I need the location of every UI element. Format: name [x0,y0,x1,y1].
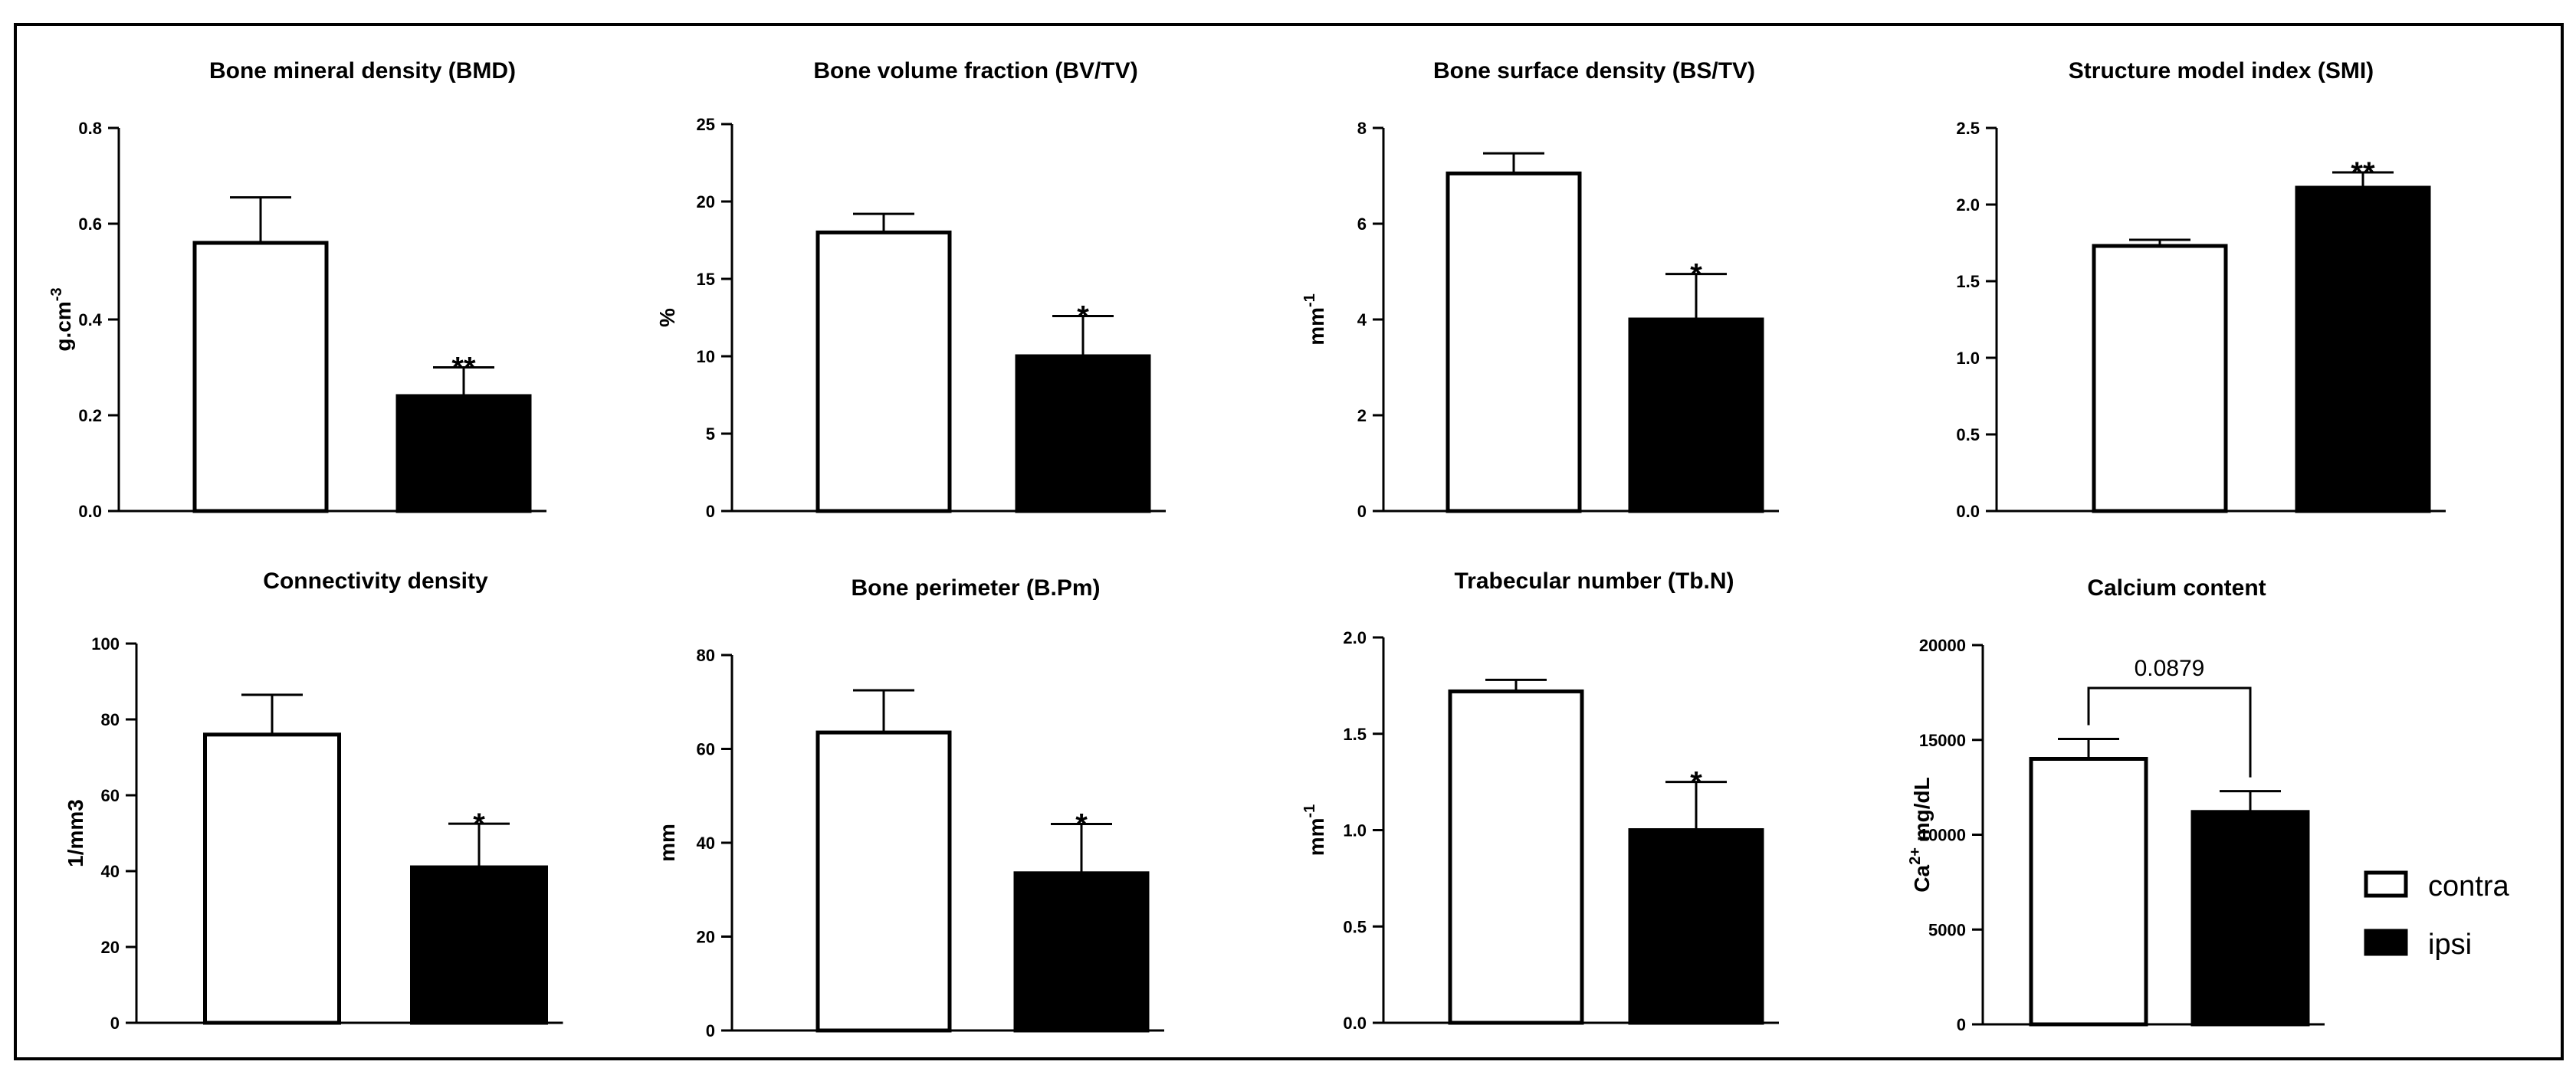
y-axis-label: 1/mm3 [64,799,87,867]
chart-panel-5: Connectivity density 0 20 40 60 80 100 1/mm3 * [64,568,563,1033]
legend-swatch-contra [2364,870,2408,898]
y-tick-label: 80 [697,646,715,665]
chart-panel-3: Bone surface density (BS/TV) 0 2 4 6 8 mm-1 * [1301,58,1779,521]
y-tick-label: 0.6 [78,215,102,234]
y-tick-label: 15 [697,270,715,289]
chart-title: Structure model index (SMI) [2069,58,2374,84]
y-tick-label: 0 [1957,1015,1966,1034]
y-tick-label: 5 [706,424,715,444]
chart-title: Trabecular number (Tb.N) [1454,568,1734,594]
significance-marker: * [1075,808,1088,842]
legend-label-contra: contra [2428,870,2509,903]
bar-ipsi [2295,185,2431,513]
y-tick-label: 1.0 [1343,821,1367,840]
y-tick-label: 10 [697,347,715,366]
legend-swatch-ipsi [2364,929,2408,956]
y-tick-label: 60 [101,786,120,805]
y-tick-label: 40 [101,862,120,881]
y-tick-label: 40 [697,834,715,853]
bar-ipsi [1628,317,1764,513]
y-tick-label: 0.5 [1956,425,1980,444]
y-tick-label: 1.5 [1343,725,1367,744]
p-value-label: 0.0879 [2135,656,2205,681]
bar-contra [2092,244,2228,513]
chart-panel-1: Bone mineral density (BMD) 0.0 0.2 0.4 0.6 0.… [48,58,546,521]
significance-marker: ** [451,352,476,385]
chart-title: Bone perimeter (B.Pm) [851,575,1100,601]
y-tick-label: 0.0 [1956,502,1980,521]
y-tick-label: 25 [697,115,715,134]
y-tick-label: 6 [1357,215,1367,234]
bar-ipsi [2190,810,2310,1027]
bar-contra [1446,171,1582,513]
bar-contra [203,732,341,1025]
significance-marker: * [1077,300,1089,333]
y-tick-label: 5000 [1928,920,1966,939]
y-tick-label: 2.0 [1343,628,1367,647]
y-tick-label: 2.5 [1956,119,1980,138]
comparison-bracket [2087,686,2252,778]
bar-ipsi [395,394,532,513]
y-tick-label: 2.0 [1956,195,1980,215]
y-tick-label: 0.2 [78,406,102,425]
y-tick-label: 20 [101,938,120,957]
y-tick-label: 80 [101,710,120,729]
y-tick-label: 2 [1357,406,1367,425]
chart-title: Bone volume fraction (BV/TV) [813,58,1137,84]
y-tick-label: 4 [1357,310,1367,329]
chart-title: Bone mineral density (BMD) [209,58,516,84]
y-tick-label: 100 [91,634,120,654]
y-tick-label: 1.0 [1956,349,1980,368]
chart-panel-6: Bone perimeter (B.Pm) 0 20 40 60 80 mm * [655,575,1164,1040]
y-axis-label: mm [655,824,679,862]
y-tick-label: 0.0 [78,502,102,521]
bar-contra [192,241,329,513]
y-tick-label: 0.5 [1343,917,1367,936]
y-tick-label: 60 [697,740,715,759]
bar-contra [815,230,952,513]
y-axis-label: mm-1 [1301,804,1328,857]
significance-marker: * [473,808,485,841]
bar-contra [2029,757,2148,1027]
y-axis-label: g.cm-3 [48,287,75,351]
chart-panel-7: Trabecular number (Tb.N) 0.0 0.5 1.0 1.5 2.0 m… [1301,568,1779,1033]
y-tick-label: 10000 [1919,826,1966,845]
chart-title: Calcium content [2087,575,2266,601]
y-tick-label: 20 [697,192,715,211]
y-tick-label: 1.5 [1956,272,1980,291]
y-tick-label: 0.4 [78,310,102,329]
legend: contra ipsi [2364,870,2509,961]
y-tick-label: 0 [1357,502,1367,521]
chart-title: Connectivity density [263,568,488,594]
y-tick-label: 0 [706,1021,715,1040]
figure-frame [14,23,2564,1060]
significance-marker: ** [2351,156,2375,190]
significance-marker: * [1690,258,1702,292]
y-tick-label: 0 [706,502,715,521]
chart-panel-2: Bone volume fraction (BV/TV) 0 5 10 15 20 25% * [655,58,1166,521]
y-axis-label: mm-1 [1301,293,1328,346]
bar-contra [1448,689,1584,1025]
y-tick-label: 0.0 [1343,1014,1367,1033]
bar-ipsi [1013,871,1150,1033]
y-tick-label: 0 [110,1014,120,1033]
y-axis-label: Ca2+ mg/dL [1907,777,1934,892]
significance-marker: * [1690,766,1702,800]
y-tick-label: 0.8 [78,119,102,138]
legend-label-ipsi: ipsi [2428,929,2472,961]
bar-ipsi [410,865,548,1025]
chart-panel-8: Calcium content 0 5000 10000 15000 20000 Ca2+ … [1907,575,2325,1034]
chart-title: Bone surface density (BS/TV) [1433,58,1755,84]
bar-ipsi [1628,828,1764,1025]
y-tick-label: 20000 [1919,636,1966,655]
y-tick-label: 15000 [1919,731,1966,750]
y-tick-label: 20 [697,928,715,947]
chart-panel-4: Structure model index (SMI) 0.0 0.5 1.0 1.5 2… [1956,58,2446,521]
y-tick-label: 8 [1357,119,1367,138]
bar-contra [815,730,952,1033]
bar-ipsi [1015,354,1151,513]
y-axis-label: % [655,308,679,327]
